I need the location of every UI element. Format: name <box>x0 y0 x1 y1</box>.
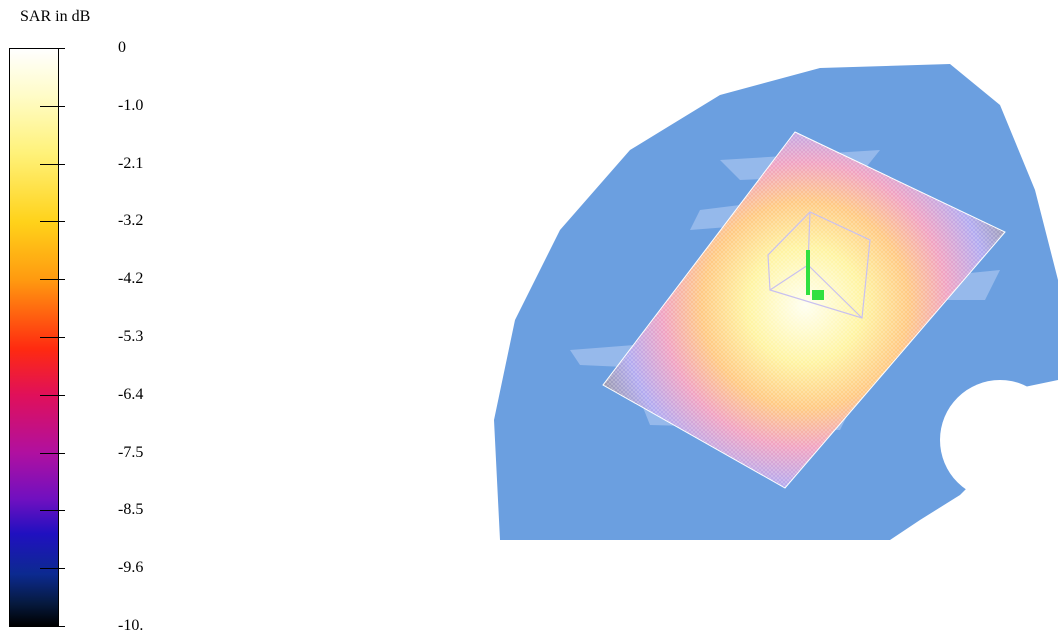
colorbar-tick <box>40 221 65 223</box>
colorbar-label: -7.5 <box>118 443 144 461</box>
colorbar-tick <box>40 626 65 627</box>
feed-line <box>806 250 810 295</box>
colorbar-tick <box>40 510 65 512</box>
colorbar-label: -2.1 <box>118 154 144 172</box>
colorbar-label: 0 <box>118 39 126 56</box>
colorbar-label: -1.0 <box>118 96 144 114</box>
feed-port <box>812 290 824 300</box>
colorbar-label: -6.4 <box>118 385 144 403</box>
colorbar-title: SAR in dB <box>20 8 91 25</box>
colorbar-tick <box>40 163 65 165</box>
colorbar-label: -10. <box>118 617 144 633</box>
colorbar-label: -3.2 <box>118 212 144 230</box>
colorbar-label: -5.3 <box>118 328 144 345</box>
colorbar-tick <box>40 105 65 107</box>
colorbar-label: -9.6 <box>118 559 144 577</box>
colorbar-tick <box>40 394 65 396</box>
colorbar-tick <box>40 452 65 454</box>
sar-mesh <box>603 132 1005 488</box>
colorbar-tick <box>40 568 65 570</box>
colorbar-tick <box>40 337 65 338</box>
colorbar-label: -4.2 <box>118 270 144 288</box>
feed-cube <box>767 211 871 319</box>
colorbar-tick <box>40 48 65 49</box>
phantom-cutout <box>940 380 1058 500</box>
colorbar-label: -8.5 <box>118 501 144 519</box>
colorbar-tick <box>40 279 65 281</box>
